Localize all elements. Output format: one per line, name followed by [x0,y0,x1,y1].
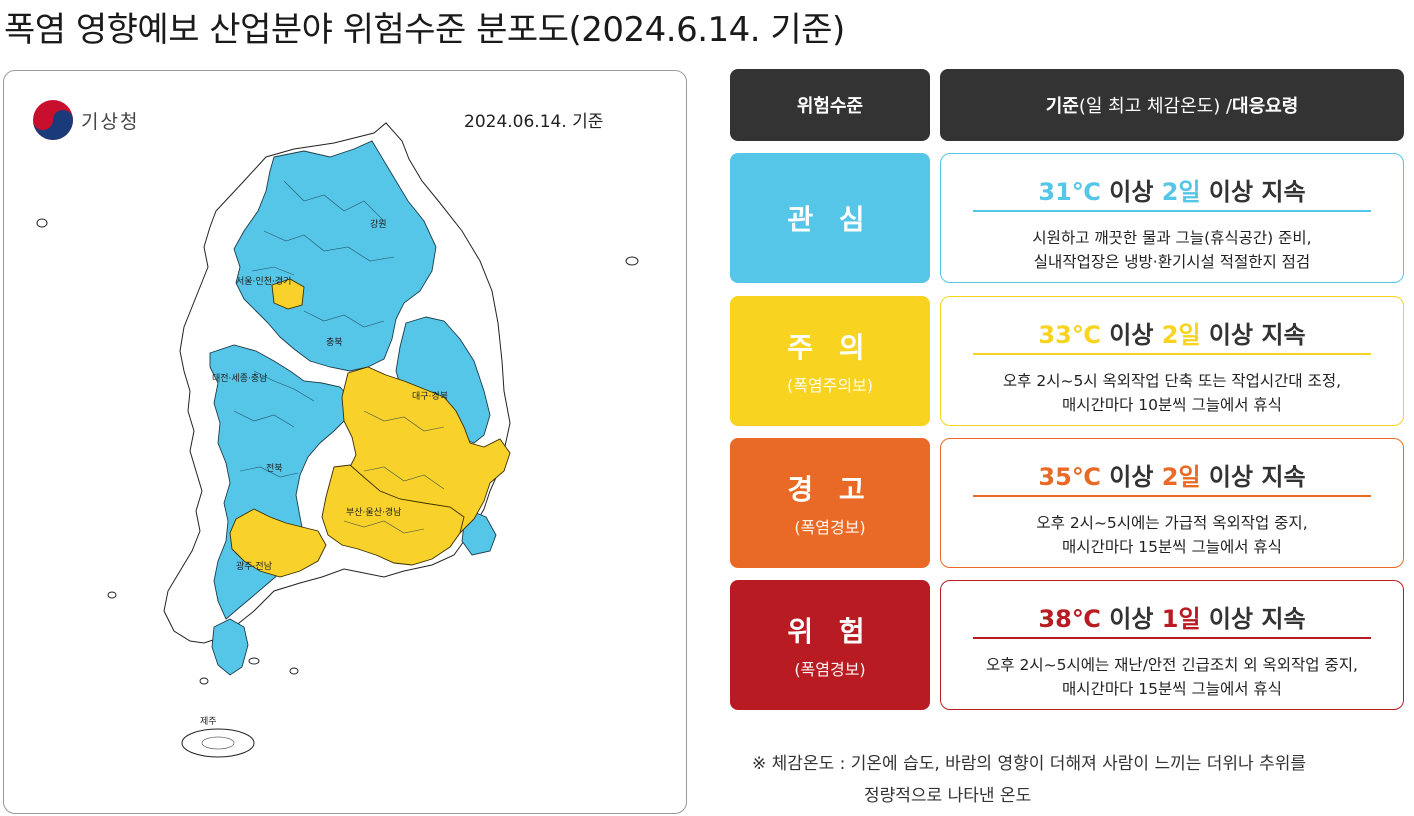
criteria-mid2: 이상 지속 [1200,463,1306,491]
criteria-response: 오후 2시~5시에는 가급적 옥외작업 중지, 매시간마다 15분씩 그늘에서 휴… [941,511,1403,559]
criteria-divider [973,495,1371,497]
footnote-line1: ※ 체감온도 : 기온에 습도, 바람의 영향이 더해져 사람이 느끼는 더위나… [752,754,1307,774]
criteria-days: 2일 [1161,321,1201,349]
level-sub: (폭염경보) [794,518,866,537]
header-risk-level: 위험수준 [730,69,930,141]
criteria-headline: 38℃ 이상 1일 이상 지속 [941,599,1403,634]
map-date-label: 2024.06.14. 기준 [464,112,604,132]
response-line1: 오후 2시~5시에는 재난/안전 긴급조치 외 옥외작업 중지, [986,656,1358,674]
island-south-1 [199,677,209,685]
header-criteria-c: 대응요령 [1232,96,1299,117]
level-box: 위 험 (폭염경보) [730,580,930,710]
response-line2: 실내작업장은 냉방·환기시설 적절한지 점검 [1033,253,1311,271]
level-box: 관 심 [730,153,930,283]
page-title: 폭염 영향예보 산업분야 위험수준 분포도(2024.6.14. 기준) [4,10,845,50]
region-caution-gyeongnam [321,464,465,566]
label-chungbuk: 충북 [326,337,343,348]
criteria-headline: 35℃ 이상 2일 이상 지속 [941,457,1403,492]
criteria-divider [973,210,1371,212]
criteria-temp: 38℃ [1038,605,1101,633]
criteria-divider [973,637,1371,639]
district-lines-1 [233,180,445,534]
criteria-mid2: 이상 지속 [1200,321,1306,349]
label-daegu: 대구·경북 [412,390,448,402]
label-gwangju: 광주·전남 [236,560,272,572]
level-name: 경 고 [787,473,873,506]
label-gangwon: 강원 [370,219,387,230]
response-line2: 매시간마다 15분씩 그늘에서 휴식 [1062,680,1282,698]
criteria-temp: 35℃ [1038,463,1101,491]
response-line1: 오후 2시~5시 옥외작업 단축 또는 작업시간대 조정, [1002,372,1342,390]
criteria-headline: 31℃ 이상 2일 이상 지속 [941,172,1403,207]
criteria-mid1: 이상 [1100,178,1162,206]
region-caution-seoul [271,278,305,310]
label-jeonbuk: 전북 [266,463,283,474]
response-line1: 시원하고 깨끗한 물과 그늘(휴식공간) 준비, [1032,229,1312,247]
criteria-divider [973,353,1371,355]
criteria-mid1: 이상 [1100,321,1162,349]
label-jeju: 제주 [200,716,217,727]
level-name: 위 험 [787,615,873,648]
level-name: 주 의 [787,331,873,364]
criteria-days: 2일 [1161,463,1201,491]
criteria-mid2: 이상 지속 [1200,178,1306,206]
criteria-response: 오후 2시~5시에는 재난/안전 긴급조치 외 옥외작업 중지, 매시간마다 15… [941,653,1403,701]
level-box: 경 고 (폭염경보) [730,438,930,568]
footnote-line2: 정량적으로 나타낸 온도 [864,786,1032,806]
island-west-1 [107,591,117,599]
response-line2: 매시간마다 15분씩 그늘에서 휴식 [1062,538,1282,556]
region-interest-southwest [211,618,249,676]
criteria-temp: 31℃ [1038,178,1101,206]
header-criteria: 기준 (일 최고 체감온도) / 대응요령 [940,69,1404,141]
risk-map-panel: 강원 서울·인천·경기 충북 대전·세종·충남 대구·경북 전북 부산·울산·경… [3,70,687,814]
response-line1: 오후 2시~5시에는 가급적 옥외작업 중지, [1036,514,1308,532]
agency-name: 기상청 [81,110,140,133]
taegeuk-emblem-icon [33,100,73,140]
criteria-response: 오후 2시~5시 옥외작업 단축 또는 작업시간대 조정, 매시간마다 10분씩 … [941,369,1403,417]
criteria-days: 2일 [1161,178,1201,206]
footnote: ※ 체감온도 : 기온에 습도, 바람의 영향이 더해져 사람이 느끼는 더위나… [752,748,1306,812]
level-sub: (폭염주의보) [786,376,874,395]
island-south-3 [289,667,299,675]
response-line2: 매시간마다 10분씩 그늘에서 휴식 [1062,396,1282,414]
criteria-mid1: 이상 [1100,605,1162,633]
kma-logo: 기상청 [31,98,139,142]
jeju-island [181,728,255,758]
criteria-days: 1일 [1161,605,1201,633]
label-busan: 부산·울산·경남 [346,506,401,518]
island-south-2 [248,657,260,665]
jeju-inner [201,736,235,750]
header-criteria-b: (일 최고 체감온도) / [1078,96,1233,117]
label-daejeon: 대전·세종·충남 [212,373,267,384]
ulleung-island [625,256,639,266]
level-sub: (폭염경보) [794,660,866,679]
baengnyeong-island [36,218,48,228]
korea-risk-map: 강원 서울·인천·경기 충북 대전·세종·충남 대구·경북 전북 부산·울산·경… [36,122,639,758]
criteria-temp: 33℃ [1038,321,1101,349]
level-name: 관 심 [787,203,873,236]
criteria-mid2: 이상 지속 [1200,605,1306,633]
level-box: 주 의 (폭염주의보) [730,296,930,426]
label-seoul: 서울·인천·경기 [236,275,291,287]
criteria-response: 시원하고 깨끗한 물과 그늘(휴식공간) 준비, 실내작업장은 냉방·환기시설 적… [941,226,1403,274]
header-criteria-a: 기준 [1045,96,1079,117]
region-caution-jeonnam [229,508,327,578]
criteria-mid1: 이상 [1100,463,1162,491]
criteria-headline: 33℃ 이상 2일 이상 지속 [941,315,1403,350]
